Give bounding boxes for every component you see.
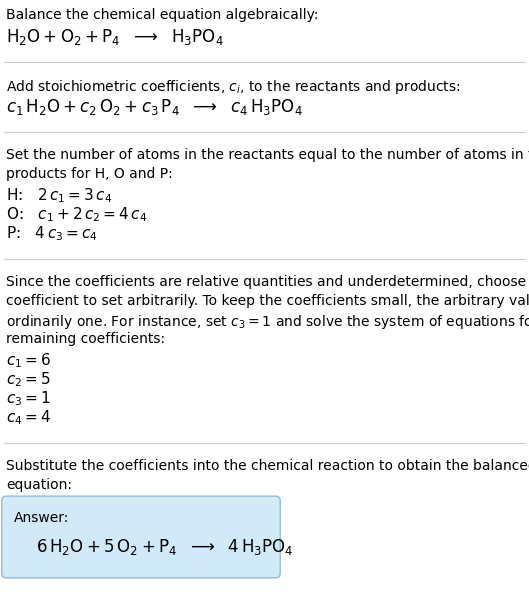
Text: Since the coefficients are relative quantities and underdetermined, choose a: Since the coefficients are relative quan… — [6, 275, 529, 289]
Text: $c_1\,\mathregular{H_2O} + c_2\,\mathregular{O_2} + c_3\,\mathregular{P_4}$  $\l: $c_1\,\mathregular{H_2O} + c_2\,\mathreg… — [6, 97, 303, 117]
Text: Set the number of atoms in the reactants equal to the number of atoms in the: Set the number of atoms in the reactants… — [6, 148, 529, 162]
Text: ordinarily one. For instance, set $c_3 = 1$ and solve the system of equations fo: ordinarily one. For instance, set $c_3 =… — [6, 313, 529, 331]
Text: equation:: equation: — [6, 478, 72, 492]
Text: O:   $c_1 + 2\,c_2 = 4\,c_4$: O: $c_1 + 2\,c_2 = 4\,c_4$ — [6, 205, 147, 224]
Text: $6\,\mathregular{H_2O} + 5\,\mathregular{O_2} + \mathregular{P_4}$  $\longrighta: $6\,\mathregular{H_2O} + 5\,\mathregular… — [36, 537, 294, 557]
Text: $c_3 = 1$: $c_3 = 1$ — [6, 389, 51, 408]
Text: remaining coefficients:: remaining coefficients: — [6, 332, 165, 346]
Text: $c_1 = 6$: $c_1 = 6$ — [6, 351, 51, 370]
Text: $\mathregular{H_2O + O_2 + P_4}$  $\longrightarrow$  $\mathregular{H_3PO_4}$: $\mathregular{H_2O + O_2 + P_4}$ $\longr… — [6, 27, 224, 47]
FancyBboxPatch shape — [2, 496, 280, 578]
Text: products for H, O and P:: products for H, O and P: — [6, 167, 173, 181]
Text: Add stoichiometric coefficients, $c_i$, to the reactants and products:: Add stoichiometric coefficients, $c_i$, … — [6, 78, 461, 96]
Text: Substitute the coefficients into the chemical reaction to obtain the balanced: Substitute the coefficients into the che… — [6, 459, 529, 473]
Text: Answer:: Answer: — [14, 511, 69, 525]
Text: coefficient to set arbitrarily. To keep the coefficients small, the arbitrary va: coefficient to set arbitrarily. To keep … — [6, 294, 529, 308]
Text: P:   $4\,c_3 = c_4$: P: $4\,c_3 = c_4$ — [6, 224, 98, 243]
Text: $c_4 = 4$: $c_4 = 4$ — [6, 408, 51, 427]
Text: H:   $2\,c_1 = 3\,c_4$: H: $2\,c_1 = 3\,c_4$ — [6, 186, 112, 205]
Text: $c_2 = 5$: $c_2 = 5$ — [6, 370, 51, 388]
Text: Balance the chemical equation algebraically:: Balance the chemical equation algebraica… — [6, 8, 318, 22]
